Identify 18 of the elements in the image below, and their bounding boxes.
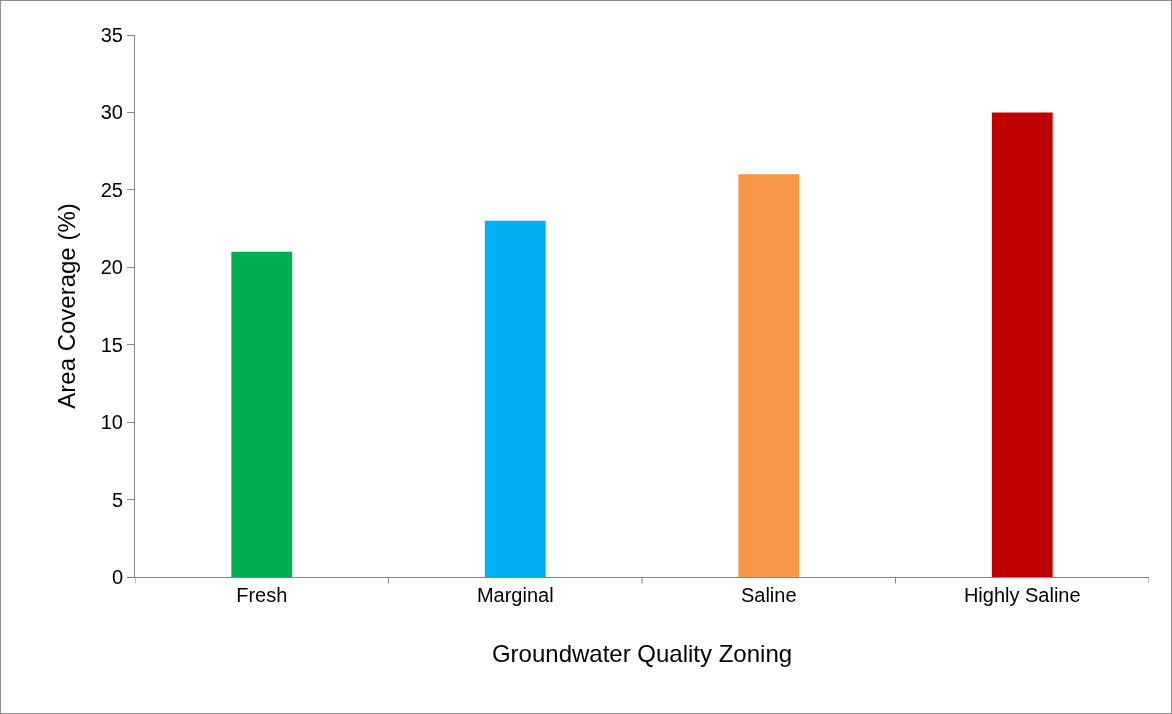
y-tick-label: 15 xyxy=(100,333,123,356)
bar xyxy=(738,174,800,577)
y-tick-label: 10 xyxy=(100,411,123,434)
y-tick-label: 5 xyxy=(111,488,123,511)
x-axis-title: Groundwater Quality Zoning xyxy=(491,640,793,668)
bar xyxy=(991,112,1053,577)
y-tick-label: 0 xyxy=(111,566,123,588)
x-tick-label: Marginal xyxy=(476,584,554,606)
x-tick-label: Saline xyxy=(740,584,797,606)
bar xyxy=(231,251,293,577)
y-tick-label: 35 xyxy=(100,24,123,46)
bar xyxy=(484,220,546,577)
x-tick-label: Highly Saline xyxy=(963,584,1081,606)
y-axis-title: Area Coverage (%) xyxy=(52,203,80,409)
x-tick-label: Fresh xyxy=(236,584,288,606)
y-tick-label: 30 xyxy=(100,101,123,124)
y-tick-label: 25 xyxy=(100,178,123,201)
y-tick-label: 20 xyxy=(100,256,123,279)
